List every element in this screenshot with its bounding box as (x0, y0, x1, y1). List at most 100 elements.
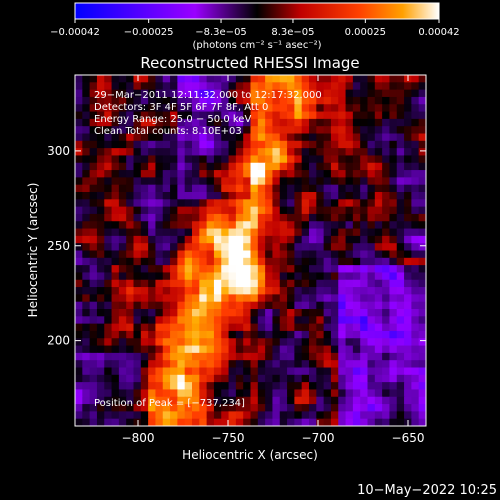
heatmap-cell (272, 243, 281, 252)
heatmap-cell (309, 360, 317, 369)
heatmap-cell (382, 272, 391, 281)
heatmap-cell (170, 367, 178, 376)
heatmap-cell (221, 352, 230, 361)
heatmap-cell (323, 75, 332, 83)
heatmap-cell (148, 133, 157, 142)
heatmap-cell (294, 243, 303, 252)
heatmap-cell (272, 287, 281, 295)
heatmap-cell (257, 89, 266, 98)
heatmap-cell (170, 389, 178, 398)
heatmap-cell (294, 323, 303, 332)
heatmap-cell (82, 155, 91, 164)
heatmap-cell (192, 104, 200, 113)
heatmap-cell (323, 301, 332, 310)
heatmap-cell (148, 272, 157, 281)
heatmap-cell (330, 330, 339, 339)
heatmap-cell (338, 162, 347, 171)
heatmap-cell (192, 382, 200, 391)
heatmap-cell (374, 228, 383, 237)
heatmap-cell (250, 89, 259, 98)
heatmap-cell (374, 287, 383, 295)
heatmap-cell (301, 213, 310, 222)
heatmap-cell (96, 148, 105, 157)
heatmap-cell (272, 118, 281, 127)
heatmap-cell (345, 345, 354, 354)
heatmap-cell (352, 243, 361, 252)
heatmap-cell (330, 148, 339, 157)
heatmap-cell (257, 352, 266, 361)
heatmap-cell (206, 148, 215, 157)
heatmap-cell (316, 177, 325, 186)
heatmap-cell (213, 162, 222, 171)
heatmap-cell (352, 382, 361, 391)
heatmap-cell (82, 118, 91, 127)
heatmap-cell (367, 235, 376, 244)
heatmap-cell (396, 235, 405, 244)
heatmap-cell (206, 309, 215, 317)
heatmap-cell (360, 404, 369, 412)
heatmap-cell (265, 126, 274, 135)
heatmap-cell (89, 418, 98, 426)
heatmap-cell (89, 345, 98, 354)
heatmap-cell (294, 389, 303, 398)
heatmap-cell (338, 243, 347, 252)
heatmap-cell (309, 221, 317, 230)
heatmap-cell (89, 374, 98, 383)
heatmap-cell (389, 75, 398, 83)
heatmap-cell (82, 411, 91, 420)
heatmap-cell (309, 338, 317, 347)
heatmap-cell (294, 126, 303, 135)
heatmap-cell (374, 272, 383, 281)
heatmap-cell (155, 177, 164, 186)
heatmap-cell (192, 396, 200, 405)
heatmap-cell (250, 126, 259, 135)
heatmap-cell (170, 126, 178, 135)
heatmap-cell (411, 323, 420, 332)
heatmap-cell (162, 89, 171, 98)
heatmap-cell (382, 75, 391, 83)
heatmap-cell (404, 330, 412, 339)
heatmap-cell (404, 228, 412, 237)
heatmap-cell (301, 118, 310, 127)
heatmap-cell (374, 352, 383, 361)
heatmap-cell (155, 170, 164, 178)
heatmap-cell (323, 287, 332, 295)
heatmap-cell (345, 75, 354, 83)
heatmap-cell (360, 287, 369, 295)
heatmap-cell (418, 330, 426, 339)
heatmap-cell (118, 206, 127, 215)
heatmap-cell (250, 418, 259, 426)
heatmap-cell (345, 170, 354, 178)
heatmap-cell (309, 206, 317, 215)
heatmap-cell (360, 374, 369, 383)
heatmap-cell (148, 235, 157, 244)
heatmap-cell (170, 213, 178, 222)
heatmap-cell (140, 411, 149, 420)
heatmap-cell (382, 345, 391, 354)
heatmap-cell (250, 184, 259, 193)
heatmap-cell (162, 345, 171, 354)
heatmap-cell (250, 192, 259, 200)
heatmap-cell (360, 199, 369, 208)
heatmap-cell (374, 265, 383, 274)
heatmap-cell (155, 162, 164, 171)
heatmap-cell (404, 367, 412, 376)
heatmap-cell (265, 330, 274, 339)
heatmap-cell (411, 118, 420, 127)
heatmap-cell (206, 221, 215, 230)
heatmap-cell (367, 228, 376, 237)
heatmap-cell (367, 301, 376, 310)
heatmap-cell (228, 140, 237, 149)
heatmap-cell (177, 221, 186, 230)
heatmap-cell (338, 382, 347, 391)
heatmap-cell (287, 140, 295, 149)
heatmap-cell (389, 279, 398, 288)
heatmap-cell (316, 323, 325, 332)
heatmap-cell (177, 184, 186, 193)
heatmap-cell (257, 345, 266, 354)
heatmap-cell (133, 89, 142, 98)
heatmap-cell (382, 155, 391, 164)
heatmap-cell (96, 404, 105, 412)
heatmap-cell (287, 235, 295, 244)
heatmap-cell (162, 294, 171, 303)
